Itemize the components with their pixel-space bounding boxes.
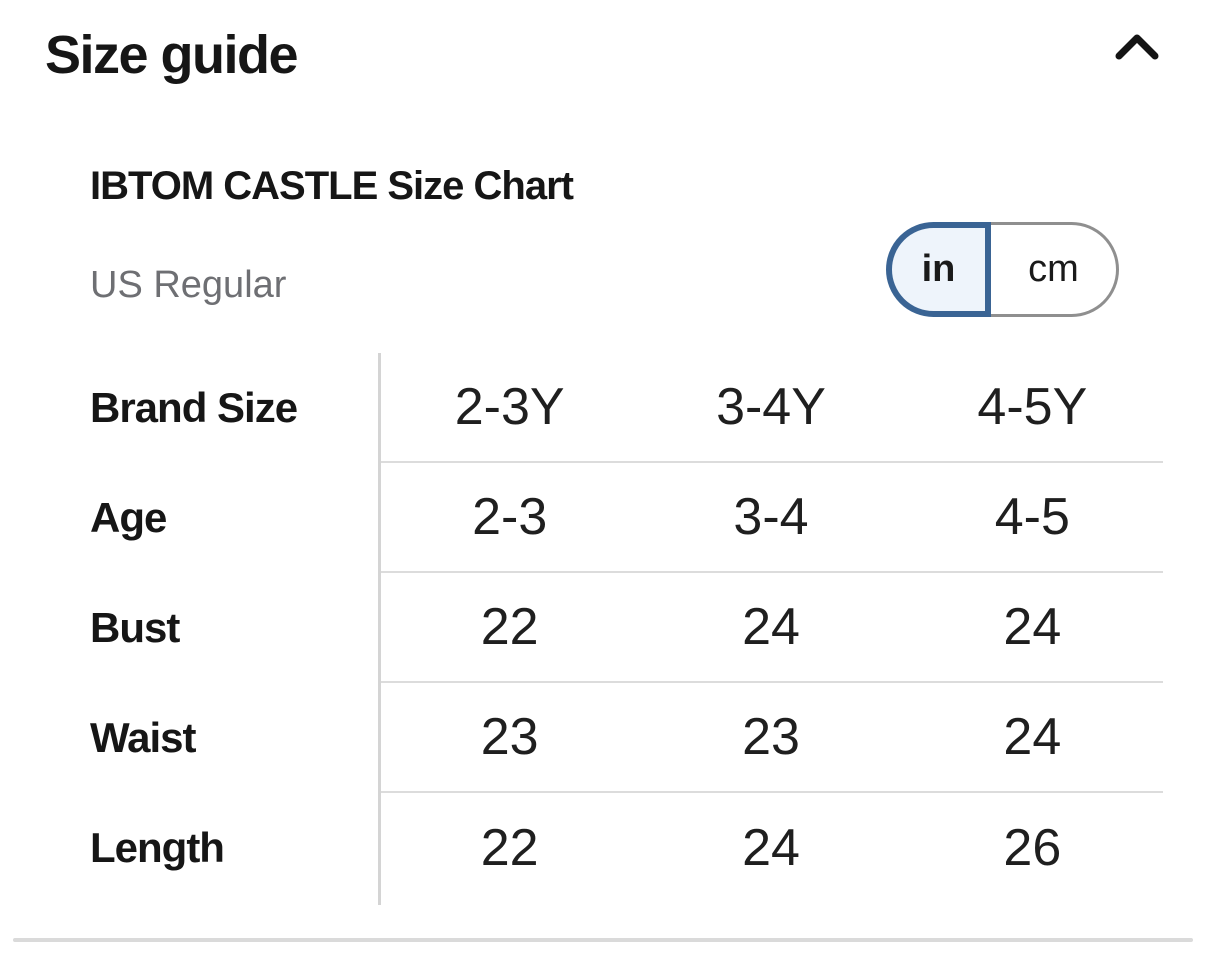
row-values: 23 23 24 — [379, 683, 1163, 793]
row-label: Length — [90, 824, 225, 871]
table-row: Waist 23 23 24 — [90, 683, 1163, 793]
size-table: Brand Size 2-3Y 3-4Y 4-5Y Age 2-3 3-4 4-… — [90, 353, 1163, 905]
table-cell: 3-4 — [733, 488, 809, 546]
page-title: Size guide — [45, 25, 299, 85]
table-cell: 3-4Y — [716, 378, 826, 436]
table-cell: 26 — [1003, 819, 1062, 877]
table-cell: 24 — [1003, 708, 1062, 766]
table-cell: 23 — [480, 708, 539, 766]
table-row: Length 22 24 26 — [90, 793, 1163, 903]
table-row: Age 2-3 3-4 4-5 — [90, 463, 1163, 573]
unit-in-button[interactable]: in — [886, 222, 991, 317]
table-cell: 24 — [742, 819, 800, 877]
chevron-up-icon — [1114, 34, 1160, 65]
table-cell: 4-5 — [994, 488, 1070, 546]
row-label: Bust — [90, 604, 180, 651]
size-chart-title: IBTOM CASTLE Size Chart — [90, 164, 574, 208]
table-row: Brand Size 2-3Y 3-4Y 4-5Y — [90, 353, 1163, 463]
bottom-divider — [13, 938, 1193, 942]
table-row: Bust 22 24 24 — [90, 573, 1163, 683]
row-label: Waist — [90, 714, 196, 761]
unit-toggle: in cm — [886, 222, 1119, 317]
table-cell: 24 — [1003, 598, 1062, 656]
table-cell: 4-5Y — [977, 378, 1088, 436]
row-label: Brand Size — [90, 384, 298, 431]
table-cell: 23 — [742, 708, 800, 766]
row-values: 22 24 24 — [379, 573, 1163, 683]
row-label: Age — [90, 494, 167, 541]
unit-cm-button[interactable]: cm — [991, 222, 1119, 317]
table-cell: 2-3Y — [454, 378, 565, 436]
table-cell: 2-3 — [472, 488, 548, 546]
table-cell: 22 — [480, 598, 539, 656]
fit-type-label: US Regular — [90, 264, 287, 306]
row-values: 2-3Y 3-4Y 4-5Y — [379, 353, 1163, 463]
table-cell: 24 — [742, 598, 800, 656]
table-vertical-divider — [378, 353, 381, 905]
collapse-button[interactable] — [1106, 24, 1168, 70]
table-cell: 22 — [480, 819, 539, 877]
row-values: 22 24 26 — [379, 793, 1163, 903]
row-values: 2-3 3-4 4-5 — [379, 463, 1163, 573]
